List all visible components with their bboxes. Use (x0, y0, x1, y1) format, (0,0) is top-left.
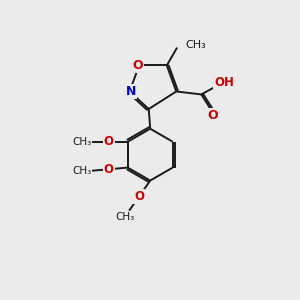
Text: O: O (103, 135, 114, 148)
Text: O: O (132, 59, 143, 72)
Text: O: O (134, 190, 144, 203)
Text: CH₃: CH₃ (72, 166, 91, 176)
Text: O: O (104, 163, 114, 176)
Text: N: N (126, 85, 136, 98)
Text: O: O (207, 109, 217, 122)
Text: OH: OH (214, 76, 234, 89)
Text: CH₃: CH₃ (185, 40, 206, 50)
Text: CH₃: CH₃ (115, 212, 134, 222)
Text: CH₃: CH₃ (72, 137, 91, 147)
